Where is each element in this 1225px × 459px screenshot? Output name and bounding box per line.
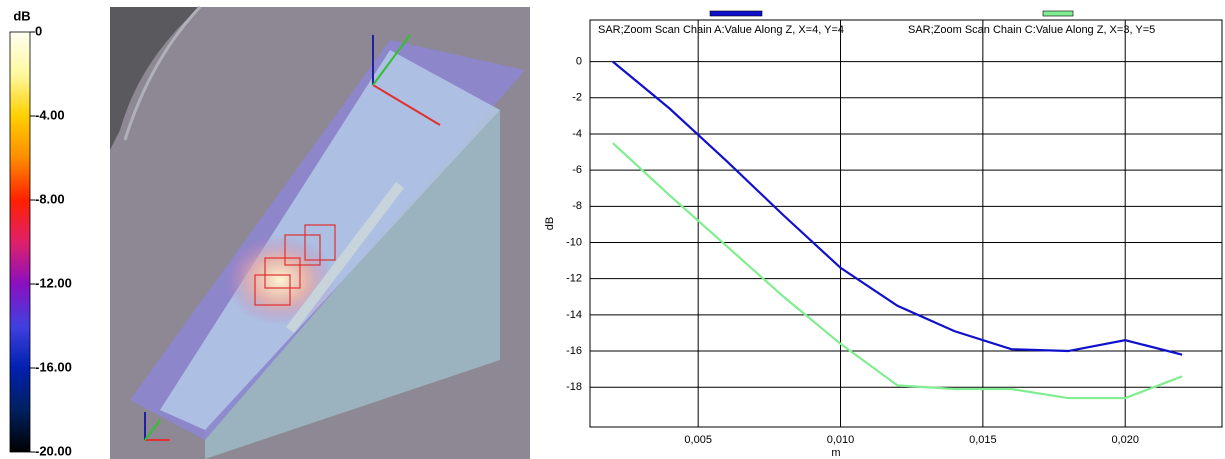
colorbar-tick-label: -16.00 [35, 359, 72, 374]
colorbar-tick-label: -8.00 [35, 191, 65, 206]
legend-swatch [709, 10, 763, 17]
colorbar: dB 0 -4.00 -8.00 -12.00 -16.00 -20.00 [9, 8, 72, 458]
x-tick-label: 0,005 [684, 434, 712, 446]
colorbar-tick-label: -4.00 [35, 107, 65, 122]
y-tick-label: -2 [572, 92, 582, 104]
colorbar-title: dB [13, 8, 30, 23]
y-tick-label: -14 [566, 309, 582, 321]
x-axis-label: m [831, 447, 840, 459]
y-tick-label: -8 [572, 200, 582, 212]
plot-area [589, 19, 1223, 428]
x-tick-label: 0,010 [827, 434, 855, 446]
colorbar-tick-label: 0 [35, 23, 42, 38]
legend-swatch [1042, 10, 1074, 17]
line-chart: 0 -2 -4 -6 -8 -10 -12 -14 -16 -18 0,005 0,010 0,015 0… [544, 10, 1223, 459]
y-tick-label: -4 [572, 128, 582, 140]
y-tick-label: -12 [566, 273, 582, 285]
legend-label: SAR;Zoom Scan Chain A:Value Along Z, X=4… [598, 24, 844, 36]
series-line [612, 142, 1183, 400]
y-tick-label: -16 [566, 345, 582, 357]
y-tick-label: -18 [566, 381, 582, 393]
y-tick-label: -6 [572, 164, 582, 176]
colorbar-tick-label: -20.00 [35, 443, 72, 458]
y-tick-label: 0 [576, 56, 582, 68]
series-line [612, 60, 1183, 356]
x-tick-label: 0,020 [1111, 434, 1139, 446]
render-3d [110, 5, 530, 459]
y-axis-label: dB [544, 217, 556, 230]
colorbar-gradient [9, 31, 31, 453]
colorbar-tick-label: -12.00 [35, 275, 72, 290]
x-tick-label: 0,015 [969, 434, 997, 446]
y-tick-label: -10 [566, 236, 582, 248]
legend-label: SAR;Zoom Scan Chain C:Value Along Z, X=3… [908, 24, 1155, 36]
